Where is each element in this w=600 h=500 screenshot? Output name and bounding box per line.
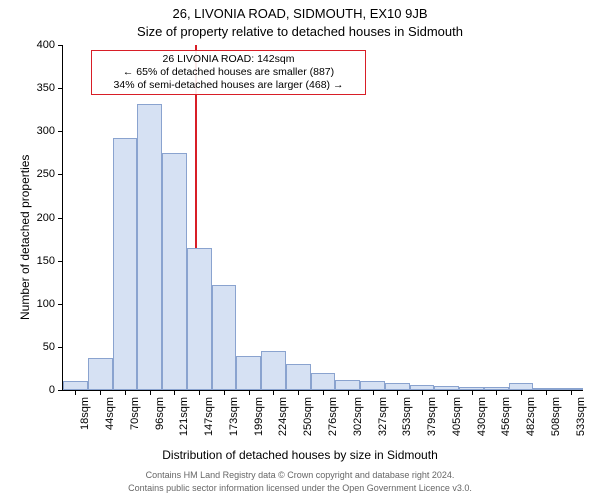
xtick-mark [521, 390, 522, 395]
xtick-mark [249, 390, 250, 395]
xtick-label: 430sqm [476, 397, 488, 436]
xtick-label: 405sqm [451, 397, 463, 436]
xtick-label: 508sqm [550, 397, 562, 436]
xtick-mark [447, 390, 448, 395]
ytick-mark [58, 347, 63, 348]
xtick-label: 379sqm [426, 397, 438, 436]
xtick-label: 173sqm [228, 397, 240, 436]
histogram-bar [509, 383, 534, 390]
ytick-mark [58, 304, 63, 305]
xtick-label: 199sqm [253, 397, 265, 436]
xtick-label: 70sqm [129, 397, 141, 430]
xtick-mark [546, 390, 547, 395]
xtick-mark [273, 390, 274, 395]
histogram-bar [360, 381, 385, 390]
xtick-mark [472, 390, 473, 395]
xtick-mark [174, 390, 175, 395]
ytick-mark [58, 88, 63, 89]
histogram-bar [311, 373, 336, 390]
xtick-mark [373, 390, 374, 395]
histogram-bar [187, 248, 212, 390]
xtick-label: 327sqm [377, 397, 389, 436]
xtick-label: 250sqm [302, 397, 314, 436]
footer-line-2: Contains public sector information licen… [0, 483, 600, 493]
ytick-mark [58, 218, 63, 219]
ytick-mark [58, 261, 63, 262]
xtick-mark [199, 390, 200, 395]
histogram-bar [137, 104, 162, 390]
annotation-line: 26 LIVONIA ROAD: 142sqm [96, 53, 361, 66]
xtick-label: 44sqm [104, 397, 116, 430]
xtick-mark [571, 390, 572, 395]
xtick-mark [125, 390, 126, 395]
ytick-mark [58, 390, 63, 391]
xtick-mark [224, 390, 225, 395]
histogram-bar [236, 356, 261, 391]
xtick-mark [100, 390, 101, 395]
xtick-label: 353sqm [401, 397, 413, 436]
histogram-bar [385, 383, 410, 390]
ytick-label: 100 [37, 298, 55, 310]
ytick-label: 50 [43, 341, 55, 353]
xtick-label: 302sqm [352, 397, 364, 436]
histogram-bar [212, 285, 237, 390]
xtick-mark [150, 390, 151, 395]
xtick-mark [348, 390, 349, 395]
annotation-line: ← 65% of detached houses are smaller (88… [96, 66, 361, 79]
ytick-label: 350 [37, 82, 55, 94]
xtick-mark [422, 390, 423, 395]
xtick-label: 121sqm [178, 397, 190, 436]
y-axis-label: Number of detached properties [18, 155, 32, 320]
ytick-label: 400 [37, 39, 55, 51]
histogram-bar [162, 153, 187, 390]
ytick-label: 150 [37, 255, 55, 267]
histogram-bar [335, 380, 360, 390]
ytick-mark [58, 45, 63, 46]
histogram-bar [63, 381, 88, 390]
footer-line-1: Contains HM Land Registry data © Crown c… [0, 470, 600, 480]
ytick-label: 300 [37, 125, 55, 137]
address-title: 26, LIVONIA ROAD, SIDMOUTH, EX10 9JB [0, 6, 600, 21]
histogram-bar [88, 358, 113, 390]
chart-title: Size of property relative to detached ho… [0, 24, 600, 39]
ytick-label: 0 [49, 384, 55, 396]
histogram-bar [113, 138, 138, 390]
ytick-label: 200 [37, 212, 55, 224]
x-axis-label: Distribution of detached houses by size … [0, 448, 600, 462]
histogram-plot: 26 LIVONIA ROAD: 142sqm← 65% of detached… [62, 45, 583, 391]
ytick-mark [58, 131, 63, 132]
xtick-mark [323, 390, 324, 395]
ytick-mark [58, 174, 63, 175]
histogram-bar [261, 351, 286, 390]
xtick-mark [496, 390, 497, 395]
histogram-bar [286, 364, 311, 390]
xtick-label: 456sqm [500, 397, 512, 436]
xtick-mark [75, 390, 76, 395]
xtick-label: 482sqm [525, 397, 537, 436]
ytick-label: 250 [37, 168, 55, 180]
xtick-mark [397, 390, 398, 395]
xtick-label: 96sqm [154, 397, 166, 430]
xtick-mark [298, 390, 299, 395]
xtick-label: 224sqm [277, 397, 289, 436]
xtick-label: 18sqm [79, 397, 91, 430]
xtick-label: 276sqm [327, 397, 339, 436]
annotation-box: 26 LIVONIA ROAD: 142sqm← 65% of detached… [91, 50, 366, 95]
annotation-line: 34% of semi-detached houses are larger (… [96, 79, 361, 92]
xtick-label: 533sqm [575, 397, 587, 436]
xtick-label: 147sqm [203, 397, 215, 436]
